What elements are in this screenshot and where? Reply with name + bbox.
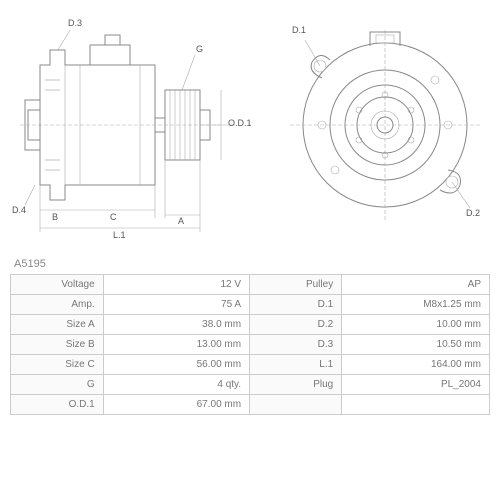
spec-value: 13.00 mm bbox=[103, 335, 249, 355]
spec-value: 4 qty. bbox=[103, 375, 249, 395]
spec-label: Size C bbox=[11, 355, 104, 375]
spec-label: D.2 bbox=[250, 315, 342, 335]
label-od1: O.D.1 bbox=[228, 118, 252, 128]
label-l1: L.1 bbox=[113, 230, 126, 240]
spec-value: 75 A bbox=[103, 295, 249, 315]
spec-row: G4 qty.PlugPL_2004 bbox=[11, 375, 490, 395]
spec-row: Size C56.00 mmL.1164.00 mm bbox=[11, 355, 490, 375]
label-b: B bbox=[52, 212, 58, 222]
spec-label: D.1 bbox=[250, 295, 342, 315]
spec-label: Voltage bbox=[11, 275, 104, 295]
spec-value: 10.50 mm bbox=[342, 335, 490, 355]
spec-value: PL_2004 bbox=[342, 375, 490, 395]
spec-table: Voltage12 VPulleyAPAmp.75 AD.1M8x1.25 mm… bbox=[10, 274, 490, 415]
spec-value: AP bbox=[342, 275, 490, 295]
label-d3: D.3 bbox=[68, 18, 82, 28]
front-view-drawing bbox=[280, 20, 490, 230]
spec-row: Amp.75 AD.1M8x1.25 mm bbox=[11, 295, 490, 315]
spec-label: L.1 bbox=[250, 355, 342, 375]
spec-value: 56.00 mm bbox=[103, 355, 249, 375]
label-d1: D.1 bbox=[292, 25, 306, 35]
label-a: A bbox=[178, 216, 184, 226]
label-d4: D.4 bbox=[12, 205, 26, 215]
spec-value: 67.00 mm bbox=[103, 395, 249, 415]
label-d2: D.2 bbox=[466, 208, 480, 218]
spec-label: Size B bbox=[11, 335, 104, 355]
spec-label: O.D.1 bbox=[11, 395, 104, 415]
spec-label: D.3 bbox=[250, 335, 342, 355]
spec-value: 12 V bbox=[103, 275, 249, 295]
spec-value: 38.0 mm bbox=[103, 315, 249, 335]
spec-value: 10.00 mm bbox=[342, 315, 490, 335]
spec-label: G bbox=[11, 375, 104, 395]
spec-label bbox=[250, 395, 342, 415]
spec-value: M8x1.25 mm bbox=[342, 295, 490, 315]
spec-value: 164.00 mm bbox=[342, 355, 490, 375]
spec-label: Plug bbox=[250, 375, 342, 395]
part-number: A5195 bbox=[10, 258, 490, 270]
spec-label: Amp. bbox=[11, 295, 104, 315]
spec-row: Size A38.0 mmD.210.00 mm bbox=[11, 315, 490, 335]
spec-row: Size B13.00 mmD.310.50 mm bbox=[11, 335, 490, 355]
spec-value bbox=[342, 395, 490, 415]
spec-label: Pulley bbox=[250, 275, 342, 295]
label-c: C bbox=[110, 212, 117, 222]
spec-row: Voltage12 VPulleyAP bbox=[11, 275, 490, 295]
diagram-area: D.3 D.4 G O.D.1 B C A L.1 bbox=[10, 10, 490, 250]
spec-row: O.D.167.00 mm bbox=[11, 395, 490, 415]
spec-label: Size A bbox=[11, 315, 104, 335]
label-g: G bbox=[196, 44, 203, 54]
